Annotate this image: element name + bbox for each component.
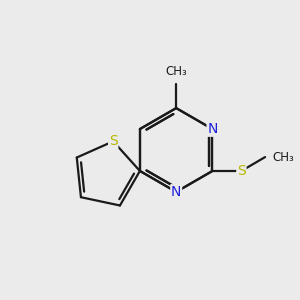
Text: S: S [237,164,246,178]
Text: N: N [171,185,181,199]
Text: N: N [207,122,218,136]
Text: S: S [109,134,118,148]
Text: CH₃: CH₃ [165,65,187,78]
Text: CH₃: CH₃ [272,151,294,164]
